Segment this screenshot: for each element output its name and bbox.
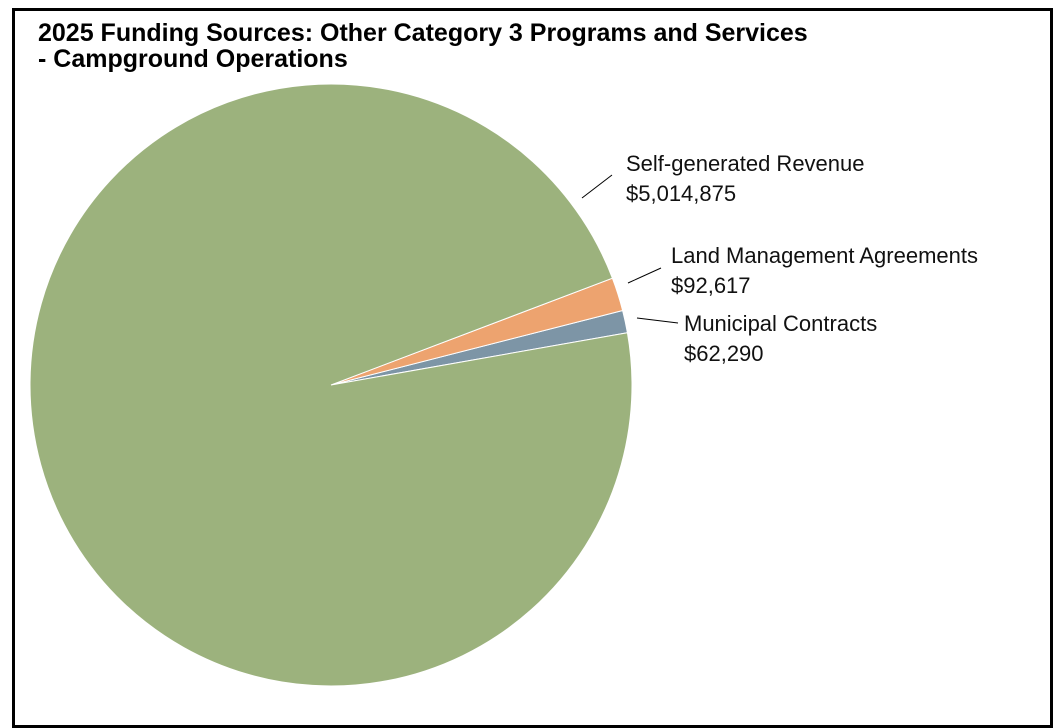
slice-label-municipal: Municipal Contracts: [684, 311, 877, 336]
slice-value-municipal: $62,290: [684, 341, 764, 366]
chart-title-line-1: 2025 Funding Sources: Other Category 3 P…: [38, 19, 808, 47]
pie-slices: [29, 83, 633, 687]
slice-value-land-management: $92,617: [671, 273, 751, 298]
slice-label-land-management: Land Management Agreements: [671, 243, 978, 268]
leader-line-municipal: [636, 317, 679, 324]
slice-self-generated: [29, 83, 633, 687]
slice-label-self-generated: Self-generated Revenue: [626, 151, 865, 176]
leader-line-land-management: [627, 267, 662, 284]
chart-title: 2025 Funding Sources: Other Category 3 P…: [38, 20, 1038, 72]
leader-line-self-generated: [581, 174, 613, 199]
pie-chart: Self-generated Revenue $5,014,875 Land M…: [29, 83, 978, 687]
slice-value-self-generated: $5,014,875: [626, 181, 736, 206]
chart-title-line-2: - Campground Operations: [38, 45, 348, 73]
leader-lines: [581, 174, 679, 324]
